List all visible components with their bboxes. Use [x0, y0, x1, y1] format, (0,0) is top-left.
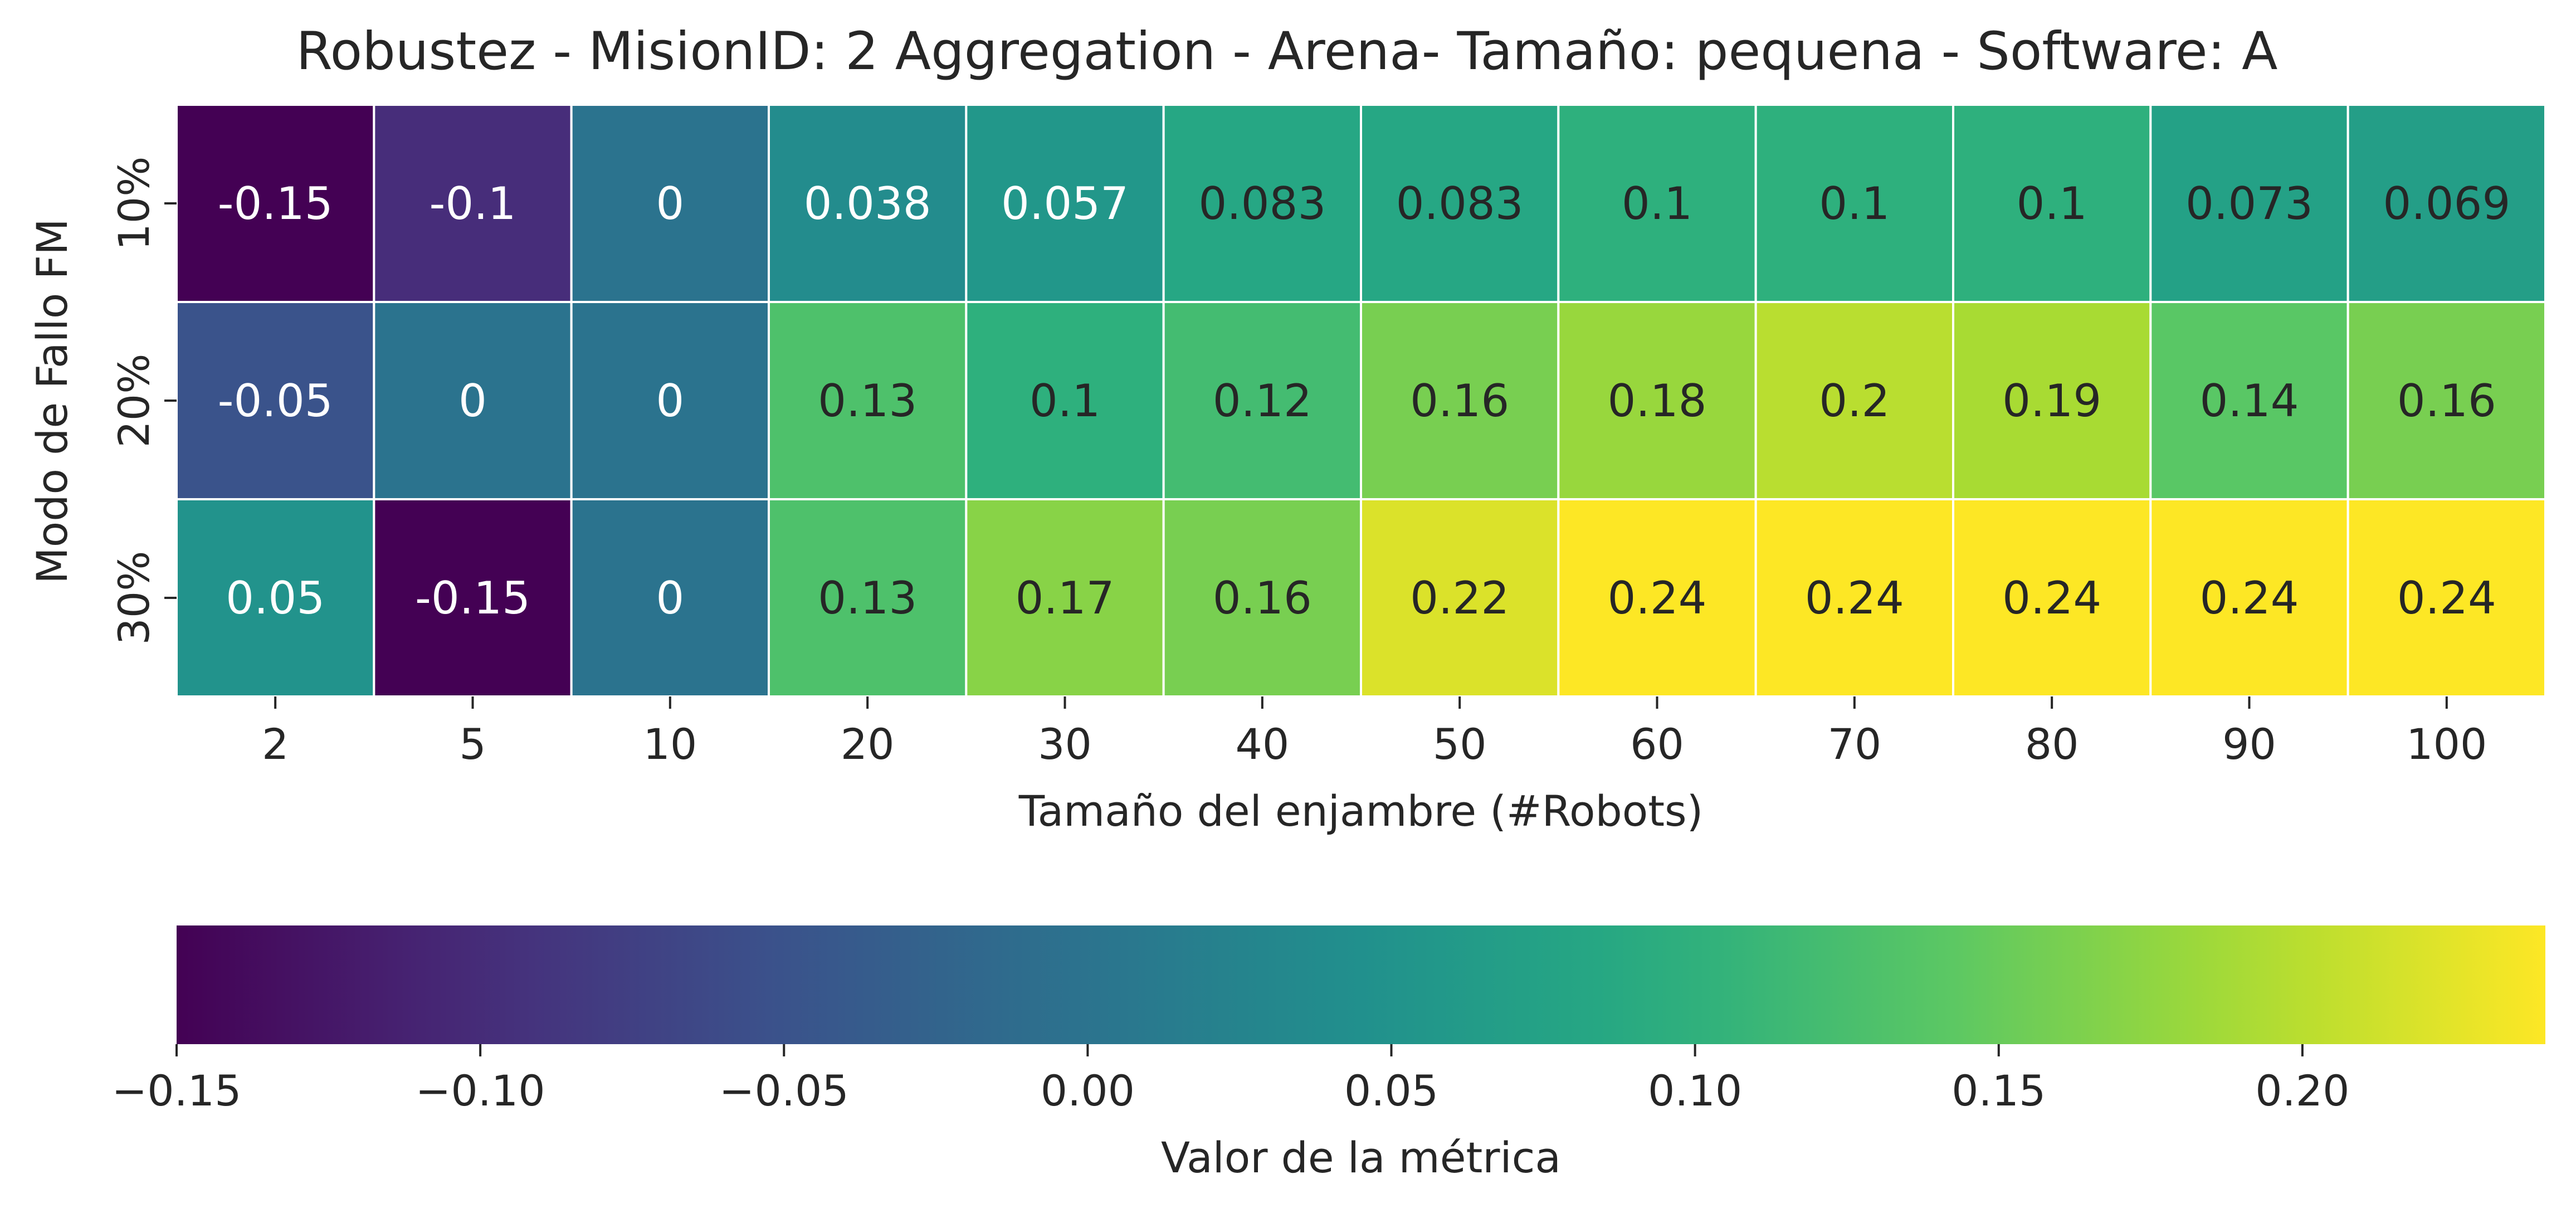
heatmap-cell-label: 0.19	[2002, 375, 2101, 427]
x-tick-label: 10	[643, 719, 697, 769]
heatmap-cell-label: 0.083	[1198, 178, 1326, 230]
heatmap-cell-label: -0.05	[218, 375, 333, 427]
heatmap-cell-label: 0	[656, 178, 684, 230]
x-tick-label: 80	[2025, 719, 2079, 769]
heatmap-cell-label: 0.1	[2017, 178, 2087, 230]
heatmap-cell-label: 0.05	[226, 572, 325, 624]
heatmap-cell	[1952, 104, 2152, 303]
heatmap-cell-label: 0.1	[1819, 178, 1890, 230]
heatmap-cell	[373, 301, 573, 500]
heatmap-cell	[1162, 301, 1363, 500]
heatmap-cell-label: 0.073	[2185, 178, 2313, 230]
x-tick-label: 40	[1235, 719, 1289, 769]
colorbar	[177, 925, 2545, 1044]
heatmap-cell	[768, 301, 968, 500]
heatmap-cell	[2346, 301, 2546, 500]
heatmap-cell	[1557, 104, 1757, 303]
heatmap-cell-label: 0	[656, 375, 684, 427]
heatmap-cell	[175, 301, 375, 500]
heatmap-cell	[1360, 498, 1560, 698]
heatmap-cell-label: 0.18	[1607, 375, 1706, 427]
heatmap-cell-label: -0.15	[218, 178, 333, 230]
heatmap-cell-label: 0.24	[2397, 572, 2496, 624]
heatmap-cell	[965, 104, 1165, 303]
heatmap-cell-label: 0.24	[1805, 572, 1904, 624]
colorbar-tick-label: 0.15	[1951, 1066, 2046, 1115]
heatmap-cell-label: 0.17	[1015, 572, 1114, 624]
heatmap-cell	[1754, 301, 1955, 500]
heatmap-cell	[2346, 498, 2546, 698]
colorbar-label: Valor de la métrica	[1161, 1133, 1561, 1182]
heatmap-cell-label: 0.057	[1001, 178, 1129, 230]
x-tick-label: 70	[1827, 719, 1881, 769]
x-tick-label: 60	[1630, 719, 1684, 769]
heatmap-cell-label: 0.13	[818, 572, 917, 624]
x-axis: 2 5 10 20 30 40 50 60 70 80 90 100	[262, 696, 2487, 769]
heatmap-cell-label: 0.24	[2002, 572, 2101, 624]
heatmap-cell-label: 0	[458, 375, 487, 427]
heatmap-cell-labels: -0.15 -0.1 0 0.038 0.057 0.083 0.083 0.1 0.1 0.1 0…	[218, 178, 2511, 624]
heatmap-cell	[768, 498, 968, 698]
heatmap-cell-label: 0.13	[818, 375, 917, 427]
heatmap-cell	[768, 104, 968, 303]
y-tick-label: 20%	[109, 354, 159, 448]
heatmap-cell	[1162, 104, 1363, 303]
x-tick-label: 2	[262, 719, 289, 769]
heatmap-cells	[175, 104, 2546, 698]
heatmap-cell	[965, 498, 1165, 698]
heatmap-cell	[373, 104, 573, 303]
heatmap-cell	[570, 104, 770, 303]
heatmap-cell-label: 0.1	[1030, 375, 1100, 427]
colorbar-tick-label: −0.15	[112, 1066, 242, 1115]
heatmap-cell-label: 0.16	[1213, 572, 1312, 624]
heatmap-cell-label: 0.22	[1410, 572, 1509, 624]
heatmap-cell	[175, 104, 375, 303]
colorbar-tick-label: 0.10	[1648, 1066, 1742, 1115]
colorbar-tick-label: −0.10	[416, 1066, 545, 1115]
heatmap-cell-label: 0.24	[1607, 572, 1706, 624]
heatmap-cell	[965, 301, 1165, 500]
heatmap-cell-label: -0.15	[415, 572, 530, 624]
heatmap-cell-label: 0.14	[2199, 375, 2299, 427]
heatmap-cell	[175, 498, 375, 698]
heatmap-cell	[1360, 301, 1560, 500]
x-tick-label: 100	[2406, 719, 2487, 769]
x-axis-label: Tamaño del enjambre (#Robots)	[1018, 786, 1704, 836]
colorbar-gradient	[177, 925, 2545, 1044]
heatmap-cell	[1952, 301, 2152, 500]
heatmap-cell-label: 0.083	[1396, 178, 1524, 230]
colorbar-ticks: −0.15 −0.10 −0.05 0.00 0.05 0.10 0.15 0.20	[112, 1044, 2350, 1115]
heatmap-cell-label: 0.069	[2383, 178, 2510, 230]
x-tick-label: 5	[459, 719, 486, 769]
heatmap-cell	[2346, 104, 2546, 303]
heatmap-cell-label: 0.24	[2199, 572, 2299, 624]
x-tick-label: 90	[2222, 719, 2276, 769]
y-tick-label: 10%	[109, 157, 159, 251]
colorbar-tick-label: −0.05	[719, 1066, 849, 1115]
heatmap-cell	[2149, 498, 2349, 698]
heatmap-cell-label: 0	[656, 572, 684, 624]
heatmap-cell	[570, 301, 770, 500]
heatmap-cell-label: 0.1	[1622, 178, 1692, 230]
heatmap-cell-label: 0.16	[1410, 375, 1509, 427]
y-axis: 10% 20% 30%	[109, 157, 177, 645]
heatmap-cell-label: 0.12	[1213, 375, 1312, 427]
heatmap-cell-label: 0.038	[804, 178, 931, 230]
x-tick-label: 50	[1433, 719, 1487, 769]
colorbar-tick-label: 0.20	[2255, 1066, 2349, 1115]
heatmap-cell	[1557, 301, 1757, 500]
heatmap-cell-label: -0.1	[429, 178, 516, 230]
colorbar-tick-label: 0.00	[1041, 1066, 1135, 1115]
colorbar-tick-label: 0.05	[1344, 1066, 1438, 1115]
y-tick-label: 30%	[109, 551, 159, 645]
heatmap-cell-label: 0.2	[1819, 375, 1890, 427]
heatmap-cell	[2149, 301, 2349, 500]
x-tick-label: 30	[1038, 719, 1092, 769]
x-tick-label: 20	[841, 719, 895, 769]
y-axis-label: Modo de Fallo FM	[27, 218, 77, 584]
heatmap-cell	[570, 498, 770, 698]
chart-title: Robustez - MisionID: 2 Aggregation - Are…	[296, 21, 2278, 82]
heatmap-cell-label: 0.16	[2397, 375, 2496, 427]
